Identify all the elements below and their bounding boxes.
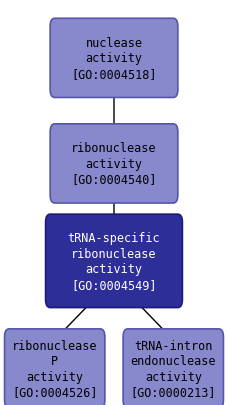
FancyBboxPatch shape xyxy=(50,125,177,203)
Text: ribonuclease
activity
[GO:0004540]: ribonuclease activity [GO:0004540] xyxy=(71,142,156,186)
Text: ribonuclease
P
activity
[GO:0004526]: ribonuclease P activity [GO:0004526] xyxy=(12,339,97,398)
Text: tRNA-intron
endonuclease
activity
[GO:0000213]: tRNA-intron endonuclease activity [GO:00… xyxy=(130,339,215,398)
FancyBboxPatch shape xyxy=(5,329,104,405)
Text: nuclease
activity
[GO:0004518]: nuclease activity [GO:0004518] xyxy=(71,37,156,81)
FancyBboxPatch shape xyxy=(45,215,182,308)
Text: tRNA-specific
ribonuclease
activity
[GO:0004549]: tRNA-specific ribonuclease activity [GO:… xyxy=(67,232,160,291)
FancyBboxPatch shape xyxy=(50,19,177,98)
FancyBboxPatch shape xyxy=(123,329,222,405)
